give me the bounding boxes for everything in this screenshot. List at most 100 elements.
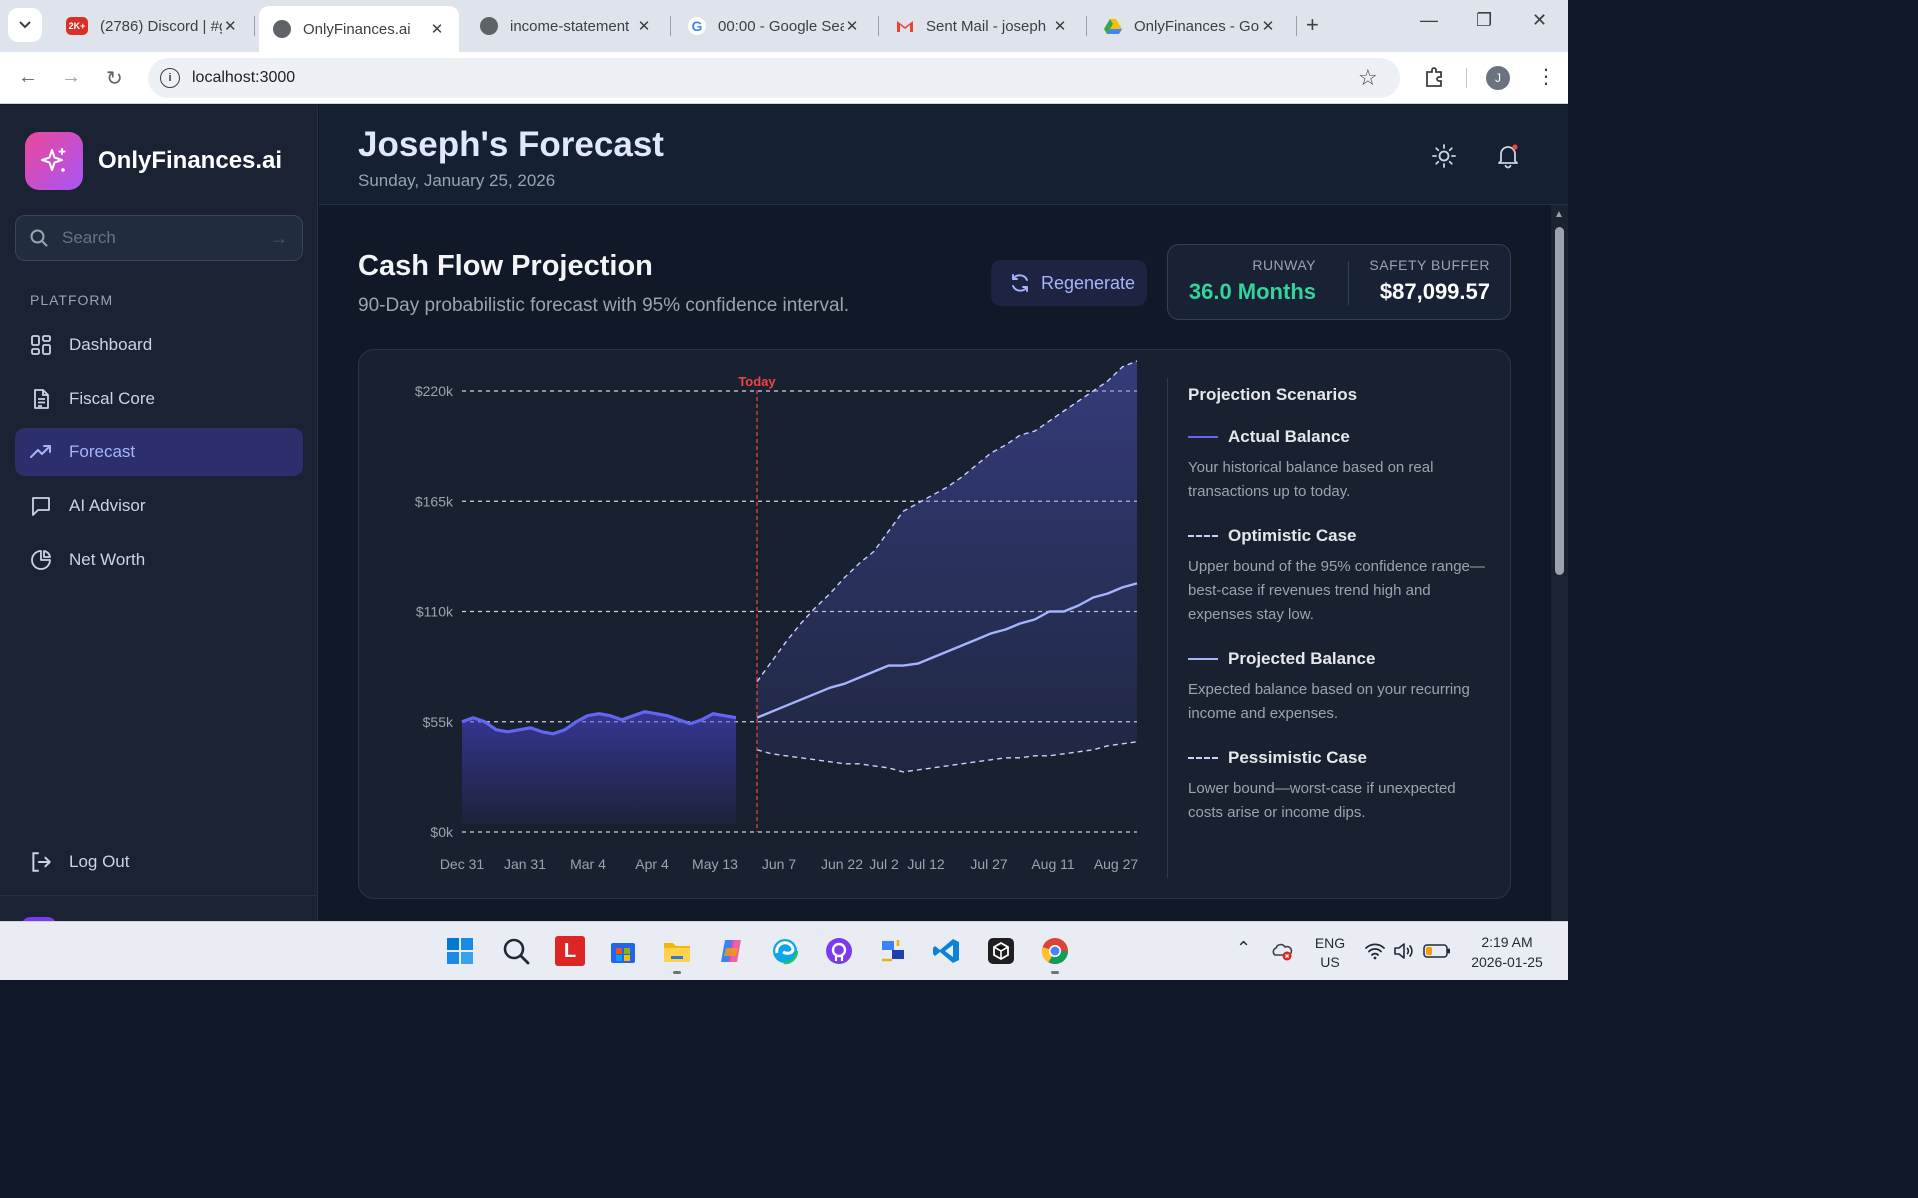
running-indicator [1051, 971, 1059, 974]
safety-buffer-value: $87,099.57 [1379, 279, 1490, 304]
runway-metrics-card: RUNWAY 36.0 Months SAFETY BUFFER $87,099… [1167, 244, 1511, 320]
x-tick-label: May 13 [692, 856, 738, 872]
wifi-icon[interactable] [1364, 942, 1386, 960]
sidebar-item-net-worth[interactable]: Net Worth [15, 536, 303, 584]
reload-icon[interactable]: ↻ [106, 68, 123, 90]
x-tick-label: Jun 22 [821, 856, 863, 872]
browser-menu-icon[interactable]: ⋮ [1536, 66, 1556, 88]
language-indicator[interactable]: ENG US [1310, 934, 1350, 972]
x-tick-label: Jul 27 [970, 856, 1008, 872]
close-tab-icon[interactable]: ✕ [223, 18, 237, 35]
app-logo[interactable] [25, 132, 83, 190]
tab-list-button[interactable] [8, 8, 42, 42]
x-tick-label: Dec 31 [440, 856, 485, 872]
projected-balance-line [756, 582, 1138, 719]
bookmark-star-icon[interactable]: ☆ [1358, 65, 1378, 90]
trend-up-icon [29, 440, 53, 464]
minimize-icon[interactable]: — [1420, 10, 1438, 30]
extensions-puzzle-icon[interactable] [1423, 66, 1445, 88]
edge-browser-icon[interactable] [770, 936, 800, 966]
browser-tab-discord[interactable]: 2K+ (2786) Discord | #g ✕ [52, 8, 252, 44]
chevron-up-icon[interactable]: ⌃ [1236, 938, 1252, 958]
sun-icon[interactable] [1431, 143, 1457, 169]
close-tab-icon[interactable]: ✕ [1261, 18, 1275, 35]
close-window-icon[interactable]: ✕ [1532, 10, 1548, 30]
system-clock[interactable]: 2:19 AM 2026-01-25 [1462, 932, 1552, 972]
back-arrow-icon[interactable]: ← [18, 66, 38, 88]
x-tick-label: Jan 31 [504, 856, 546, 872]
scroll-up-arrow-icon[interactable]: ▲ [1554, 209, 1564, 220]
tab-separator [1296, 16, 1297, 36]
keyboard-region: US [1320, 954, 1340, 970]
sidebar-item-forecast[interactable]: Forecast [15, 428, 303, 476]
new-tab-plus-icon[interactable]: + [1306, 12, 1319, 37]
legend-item-name: Actual Balance [1228, 427, 1350, 446]
tab-separator [878, 16, 879, 36]
profile-avatar[interactable]: J [1486, 66, 1510, 90]
globe-icon [273, 20, 291, 38]
section-title: Cash Flow Projection [358, 250, 653, 282]
3d-box-app-icon[interactable] [986, 936, 1016, 966]
browser-tab-google-drive[interactable]: OnlyFinances - Go ✕ [1090, 8, 1290, 44]
restore-icon[interactable]: ❐ [1476, 10, 1493, 30]
page-scrollbar[interactable]: ▲ [1551, 205, 1568, 921]
windows-start-icon[interactable] [445, 936, 475, 966]
github-desktop-icon[interactable] [824, 936, 854, 966]
logout-icon [32, 852, 51, 872]
sidebar-item-ai-advisor[interactable]: AI Advisor [15, 482, 303, 530]
actual-balance-area [462, 711, 736, 824]
browser-tab-income-statement[interactable]: income-statement ✕ [466, 8, 666, 44]
chrome-icon[interactable] [1040, 936, 1070, 966]
toolbar-divider [1466, 68, 1467, 88]
close-tab-icon[interactable]: ✕ [637, 18, 651, 35]
close-tab-icon[interactable]: ✕ [1053, 18, 1067, 35]
section-subtitle: 90-Day probabilistic forecast with 95% c… [358, 295, 850, 316]
site-info-icon[interactable]: i [160, 68, 180, 88]
file-explorer-icon[interactable] [662, 936, 692, 966]
browser-tab-onlyfinances[interactable]: OnlyFinances.ai ✕ [259, 6, 459, 52]
copilot-icon[interactable] [716, 936, 746, 966]
close-tab-icon[interactable]: ✕ [845, 18, 859, 35]
legend-swatch [1188, 535, 1218, 537]
url-text[interactable]: localhost:3000 [192, 69, 296, 86]
sidebar-divider [0, 895, 318, 896]
section-label-platform: PLATFORM [30, 292, 114, 308]
scrollbar-thumb[interactable] [1555, 227, 1564, 575]
x-tick-label: Jun 7 [762, 856, 796, 872]
logout-button[interactable]: Log Out [15, 838, 303, 886]
search-icon[interactable] [501, 936, 531, 966]
volume-icon[interactable] [1393, 942, 1415, 960]
browser-tab-gmail[interactable]: Sent Mail - joseph ✕ [882, 8, 1082, 44]
arrow-right-icon[interactable]: → [270, 227, 288, 248]
browser-tab-google-search[interactable]: G 00:00 - Google Sea ✕ [674, 8, 874, 44]
sidebar-item-fiscal-core[interactable]: Fiscal Core [15, 375, 303, 423]
search-input[interactable]: Search → [15, 215, 303, 261]
network-computers-icon[interactable] [878, 936, 908, 966]
tab-separator [1086, 16, 1087, 36]
legend-item-desc: Expected balance based on your recurring… [1188, 681, 1470, 722]
runway-value: 36.0 Months [1188, 279, 1316, 304]
y-tick-label: $55k [423, 714, 454, 730]
runway-label: RUNWAY [1252, 257, 1316, 273]
regenerate-button[interactable]: Regenerate [991, 260, 1147, 306]
onedrive-error-icon[interactable] [1270, 940, 1294, 962]
bell-icon[interactable] [1495, 143, 1521, 169]
google-drive-icon [1104, 17, 1122, 35]
vscode-icon[interactable] [932, 936, 962, 966]
microsoft-store-icon[interactable] [608, 936, 638, 966]
x-tick-label: Apr 4 [635, 856, 669, 872]
lastpass-icon[interactable]: L [555, 936, 585, 966]
battery-icon[interactable] [1423, 943, 1451, 959]
tab-title: OnlyFinances.ai [303, 20, 411, 38]
legend-item-name: Optimistic Case [1228, 526, 1357, 545]
sidebar-item-label: AI Advisor [69, 496, 146, 515]
tab-title: Sent Mail - joseph [926, 17, 1047, 35]
search-icon [30, 229, 48, 247]
close-tab-icon[interactable]: ✕ [430, 21, 444, 38]
forward-arrow-icon[interactable]: → [61, 66, 81, 88]
address-bar[interactable]: i localhost:3000 [148, 58, 1400, 98]
sidebar-item-dashboard[interactable]: Dashboard [15, 321, 303, 369]
safety-buffer-label: SAFETY BUFFER [1369, 257, 1490, 273]
tab-separator [254, 16, 255, 36]
gmail-icon [896, 17, 914, 35]
